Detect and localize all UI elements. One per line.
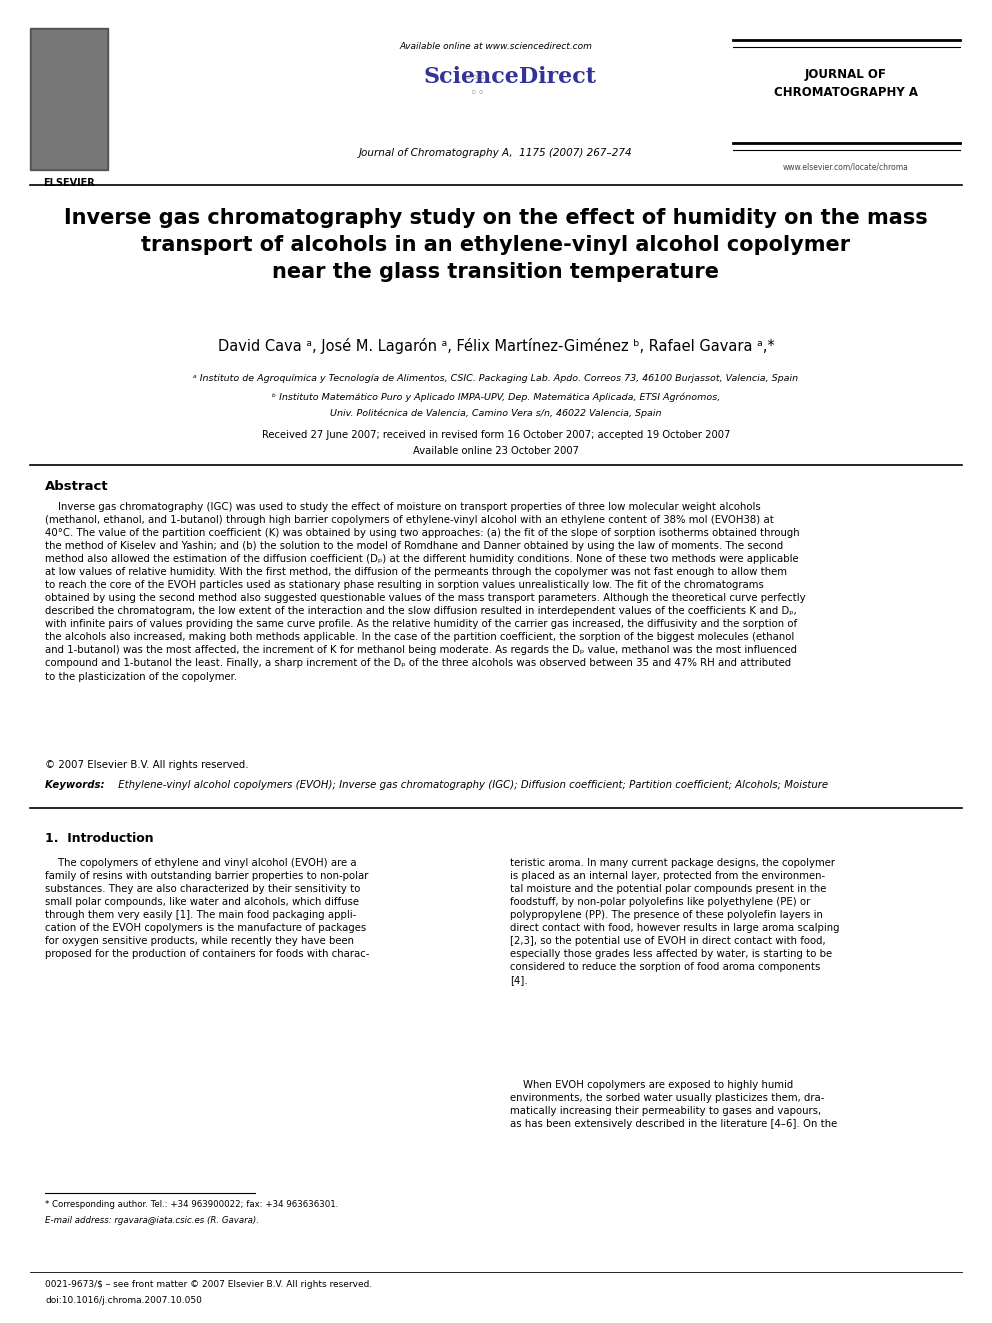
Text: Ethylene-vinyl alcohol copolymers (EVOH); Inverse gas chromatography (IGC); Diff: Ethylene-vinyl alcohol copolymers (EVOH)… bbox=[115, 781, 828, 790]
Text: ᵃ Instituto de Agroquímica y Tecnología de Alimentos, CSIC. Packaging Lab. Apdo.: ᵃ Instituto de Agroquímica y Tecnología … bbox=[193, 374, 799, 382]
Text: Available online at www.sciencedirect.com: Available online at www.sciencedirect.co… bbox=[400, 42, 592, 52]
Text: * Corresponding author. Tel.: +34 963900022; fax: +34 963636301.: * Corresponding author. Tel.: +34 963900… bbox=[45, 1200, 338, 1209]
Text: ELSEVIER: ELSEVIER bbox=[43, 179, 95, 188]
Text: Inverse gas chromatography study on the effect of humidity on the mass
transport: Inverse gas chromatography study on the … bbox=[64, 208, 928, 282]
Text: Journal of Chromatography A,  1175 (2007) 267–274: Journal of Chromatography A, 1175 (2007)… bbox=[359, 148, 633, 157]
Text: Abstract: Abstract bbox=[45, 480, 109, 493]
Text: ◦◦◦
 ◦◦: ◦◦◦ ◦◦ bbox=[464, 71, 486, 101]
Text: Received 27 June 2007; received in revised form 16 October 2007; accepted 19 Oct: Received 27 June 2007; received in revis… bbox=[262, 430, 730, 441]
Bar bbox=[30, 28, 108, 169]
Text: JOURNAL OF: JOURNAL OF bbox=[806, 67, 887, 81]
Text: Keywords:: Keywords: bbox=[45, 781, 108, 790]
Text: doi:10.1016/j.chroma.2007.10.050: doi:10.1016/j.chroma.2007.10.050 bbox=[45, 1297, 202, 1304]
Text: ScienceDirect: ScienceDirect bbox=[424, 66, 596, 89]
Text: CHROMATOGRAPHY A: CHROMATOGRAPHY A bbox=[774, 86, 918, 99]
Text: 1.  Introduction: 1. Introduction bbox=[45, 832, 154, 845]
Text: teristic aroma. In many current package designs, the copolymer
is placed as an i: teristic aroma. In many current package … bbox=[510, 859, 839, 986]
Text: Univ. Politécnica de Valencia, Camino Vera s/n, 46022 Valencia, Spain: Univ. Politécnica de Valencia, Camino Ve… bbox=[330, 407, 662, 418]
Text: © 2007 Elsevier B.V. All rights reserved.: © 2007 Elsevier B.V. All rights reserved… bbox=[45, 759, 249, 770]
Bar bbox=[32, 30, 106, 168]
Text: Inverse gas chromatography (IGC) was used to study the effect of moisture on tra: Inverse gas chromatography (IGC) was use… bbox=[45, 501, 806, 681]
Text: When EVOH copolymers are exposed to highly humid
environments, the sorbed water : When EVOH copolymers are exposed to high… bbox=[510, 1080, 837, 1129]
Text: Available online 23 October 2007: Available online 23 October 2007 bbox=[413, 446, 579, 456]
Text: ᵇ Instituto Matemático Puro y Aplicado IMPA-UPV, Dep. Matemática Aplicada, ETSI : ᵇ Instituto Matemático Puro y Aplicado I… bbox=[272, 392, 720, 401]
Text: www.elsevier.com/locate/chroma: www.elsevier.com/locate/chroma bbox=[783, 161, 909, 171]
Text: E-mail address: rgavara@iata.csic.es (R. Gavara).: E-mail address: rgavara@iata.csic.es (R.… bbox=[45, 1216, 259, 1225]
Text: The copolymers of ethylene and vinyl alcohol (EVOH) are a
family of resins with : The copolymers of ethylene and vinyl alc… bbox=[45, 859, 369, 959]
Text: 0021-9673/$ – see front matter © 2007 Elsevier B.V. All rights reserved.: 0021-9673/$ – see front matter © 2007 El… bbox=[45, 1279, 372, 1289]
Text: David Cava ᵃ, José M. Lagarón ᵃ, Félix Martínez-Giménez ᵇ, Rafael Gavara ᵃ,*: David Cava ᵃ, José M. Lagarón ᵃ, Félix M… bbox=[217, 337, 775, 355]
